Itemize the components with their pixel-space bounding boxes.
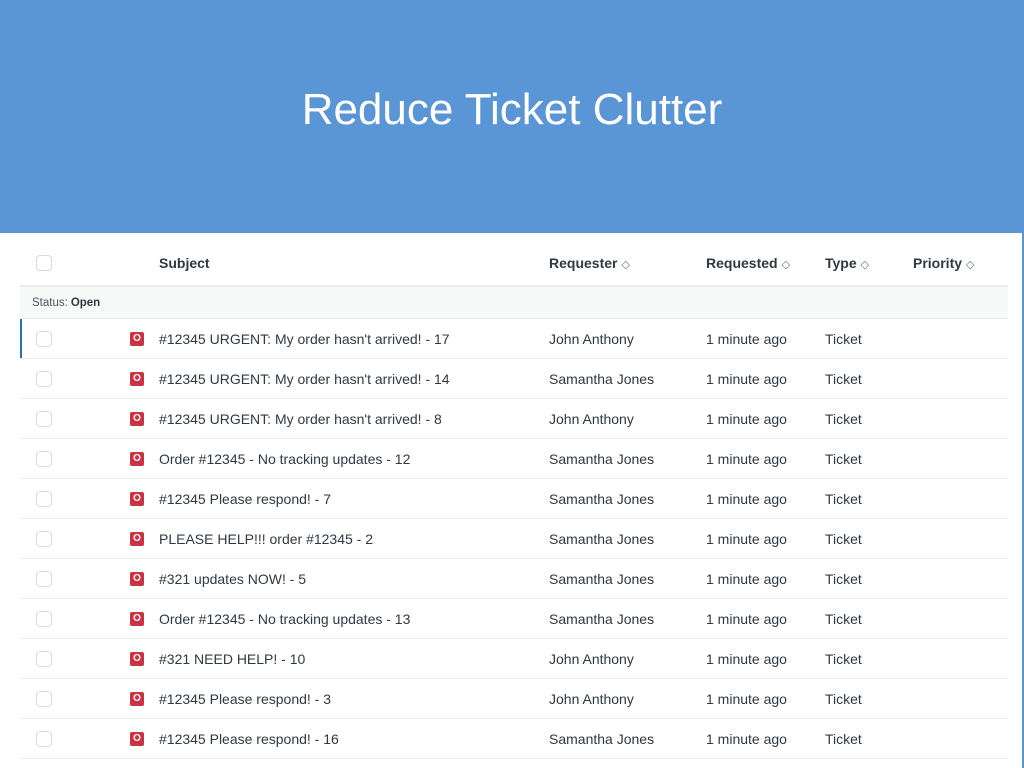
table-row[interactable]: O Order #12345 - No tracking updates - 1…	[20, 439, 1008, 479]
ticket-type: Ticket	[825, 330, 862, 347]
ticket-requester: Samantha Jones	[549, 570, 655, 587]
table-row[interactable]: O #12345 URGENT: My order hasn't arrived…	[20, 359, 1008, 399]
banner: Reduce Ticket Clutter	[0, 0, 1024, 233]
ticket-requester: Samantha Jones	[549, 530, 655, 547]
ticket-panel: Subject Requester ◇ Requested ◇ Type ◇ Prio…	[0, 233, 1022, 768]
select-all-checkbox[interactable]	[36, 255, 52, 271]
ticket-type: Ticket	[825, 530, 862, 547]
status-open-icon: O	[130, 571, 144, 586]
ticket-requester: Samantha Jones	[549, 610, 655, 627]
table-row[interactable]: O #321 NEED HELP! - 10 John Anthony 1 mi…	[20, 639, 1008, 679]
ticket-requester: John Anthony	[549, 690, 634, 707]
ticket-requested: 1 minute ago	[706, 690, 787, 707]
table-header: Subject Requester ◇ Requested ◇ Type ◇ Prio…	[20, 241, 1008, 287]
status-open-icon: O	[130, 651, 144, 666]
ticket-requester: Samantha Jones	[549, 490, 655, 507]
ticket-subject[interactable]: PLEASE HELP!!! order #12345 - 2	[159, 530, 374, 547]
ticket-type: Ticket	[825, 570, 862, 587]
ticket-requested: 1 minute ago	[706, 490, 787, 507]
ticket-subject[interactable]: #12345 Please respond! - 7	[159, 490, 332, 507]
ticket-type: Ticket	[825, 730, 862, 747]
column-type[interactable]: Type ◇	[825, 255, 869, 271]
banner-title: Reduce Ticket Clutter	[301, 84, 723, 134]
table-row[interactable]: O #12345 Please respond! - 7 Samantha Jo…	[20, 479, 1008, 519]
row-checkbox[interactable]	[36, 410, 52, 427]
row-checkbox[interactable]	[36, 730, 52, 747]
column-requester[interactable]: Requester ◇	[549, 255, 630, 271]
sort-icon: ◇	[860, 259, 870, 271]
table-row[interactable]: O #12345 Please respond! - 3 John Anthon…	[20, 679, 1008, 719]
row-checkbox[interactable]	[36, 530, 52, 547]
ticket-type: Ticket	[825, 650, 862, 667]
ticket-requester: Samantha Jones	[549, 370, 655, 387]
ticket-type: Ticket	[825, 370, 862, 387]
ticket-requested: 1 minute ago	[706, 610, 787, 627]
group-label: Status:	[32, 296, 68, 309]
ticket-type: Ticket	[825, 610, 862, 627]
ticket-requested: 1 minute ago	[706, 730, 787, 747]
ticket-subject[interactable]: #321 updates NOW! - 5	[159, 570, 307, 587]
sort-icon: ◇	[781, 259, 791, 271]
ticket-requester: Samantha Jones	[549, 730, 655, 747]
row-checkbox[interactable]	[36, 610, 52, 627]
table-row[interactable]: O #12345 URGENT: My order hasn't arrived…	[20, 319, 1008, 359]
column-label: Priority	[913, 255, 963, 271]
status-open-icon: O	[130, 611, 144, 626]
ticket-requester: John Anthony	[549, 410, 634, 427]
sort-icon: ◇	[621, 259, 630, 271]
ticket-subject[interactable]: #12345 Please respond! - 3	[159, 690, 332, 707]
row-checkbox[interactable]	[36, 650, 52, 667]
ticket-table: Subject Requester ◇ Requested ◇ Type ◇ Prio…	[20, 241, 1008, 759]
ticket-requested: 1 minute ago	[706, 530, 787, 547]
status-open-icon: O	[130, 371, 144, 386]
ticket-requested: 1 minute ago	[706, 370, 787, 387]
column-priority[interactable]: Priority ◇	[913, 255, 974, 271]
table-row[interactable]: O #12345 URGENT: My order hasn't arrived…	[20, 399, 1008, 439]
ticket-subject[interactable]: #12345 Please respond! - 16	[159, 730, 339, 747]
ticket-requested: 1 minute ago	[706, 410, 787, 427]
ticket-requested: 1 minute ago	[706, 330, 787, 347]
status-open-icon: O	[130, 731, 144, 746]
column-requested[interactable]: Requested ◇	[706, 255, 790, 271]
table-row[interactable]: O PLEASE HELP!!! order #12345 - 2 Samant…	[20, 519, 1008, 559]
ticket-requester: John Anthony	[549, 650, 634, 667]
ticket-requester: John Anthony	[549, 330, 634, 347]
table-row[interactable]: O Order #12345 - No tracking updates - 1…	[20, 599, 1008, 639]
status-open-icon: O	[130, 451, 144, 466]
ticket-requested: 1 minute ago	[706, 570, 787, 587]
table-row[interactable]: O #12345 Please respond! - 16 Samantha J…	[20, 719, 1008, 759]
status-open-icon: O	[130, 411, 144, 426]
row-checkbox[interactable]	[36, 330, 52, 347]
ticket-subject[interactable]: Order #12345 - No tracking updates - 12	[159, 450, 411, 467]
status-open-icon: O	[130, 691, 144, 706]
group-value: Open	[70, 296, 101, 309]
row-checkbox[interactable]	[36, 490, 52, 507]
status-open-icon: O	[130, 331, 144, 346]
ticket-subject[interactable]: #321 NEED HELP! - 10	[159, 650, 306, 667]
row-checkbox[interactable]	[36, 370, 52, 387]
status-open-icon: O	[130, 491, 144, 506]
table-row[interactable]: O #321 updates NOW! - 5 Samantha Jones 1…	[20, 559, 1008, 599]
ticket-requested: 1 minute ago	[706, 450, 787, 467]
column-label: Requester	[549, 255, 618, 271]
ticket-subject[interactable]: #12345 URGENT: My order hasn't arrived! …	[159, 410, 442, 427]
sort-icon: ◇	[966, 259, 975, 271]
column-subject[interactable]: Subject	[159, 255, 210, 271]
ticket-type: Ticket	[825, 690, 862, 707]
ticket-requester: Samantha Jones	[549, 450, 655, 467]
row-checkbox[interactable]	[36, 450, 52, 467]
ticket-subject[interactable]: #12345 URGENT: My order hasn't arrived! …	[159, 330, 450, 347]
ticket-requested: 1 minute ago	[706, 650, 787, 667]
ticket-type: Ticket	[825, 410, 862, 427]
ticket-subject[interactable]: #12345 URGENT: My order hasn't arrived! …	[159, 370, 450, 387]
column-label: Type	[825, 255, 857, 271]
row-checkbox[interactable]	[36, 570, 52, 587]
status-open-icon: O	[130, 531, 144, 546]
group-header-status: Status: Open	[20, 287, 1008, 319]
ticket-type: Ticket	[825, 490, 862, 507]
column-label: Requested	[706, 255, 778, 271]
row-checkbox[interactable]	[36, 690, 52, 707]
ticket-subject[interactable]: Order #12345 - No tracking updates - 13	[159, 610, 411, 627]
ticket-type: Ticket	[825, 450, 862, 467]
